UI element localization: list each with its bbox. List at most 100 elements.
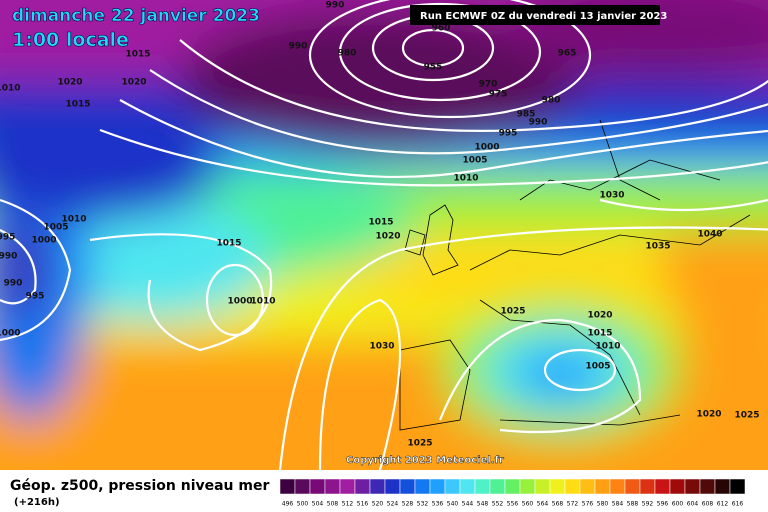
colorbar-swatch — [699, 478, 716, 495]
isobar-label: 1020 — [587, 311, 612, 321]
isobar-label: 1005 — [462, 156, 487, 166]
isobar-label: 995 — [0, 233, 15, 243]
isobar-label: 960 — [432, 24, 451, 34]
colorbar-label: 496 — [282, 501, 294, 508]
colorbar-label: 520 — [372, 501, 384, 508]
isobar-label: 1025 — [500, 307, 525, 317]
colorbar-swatch — [429, 478, 446, 495]
colorbar-swatch — [384, 478, 401, 495]
colorbar-label: 556 — [507, 501, 519, 508]
colorbar-label: 612 — [717, 501, 729, 508]
colorbar-label: 560 — [522, 501, 534, 508]
isobar-label: 1005 — [585, 362, 610, 372]
colorbar-label: 508 — [327, 501, 339, 508]
isobar-label: 1015 — [216, 239, 241, 249]
colorbar-label: 600 — [672, 501, 684, 508]
isobar-label: 995 — [499, 129, 518, 139]
colorbar-swatch — [534, 478, 551, 495]
isobar-label: 1020 — [375, 232, 400, 242]
isobar-label: 1000 — [31, 236, 56, 246]
isobar-label: 1030 — [599, 191, 624, 201]
colorbar-swatch — [714, 478, 731, 495]
colorbar-label: 608 — [702, 501, 714, 508]
colorbar-swatch — [414, 478, 431, 495]
isobar-label: 1025 — [407, 439, 432, 449]
isobar-label: 1040 — [697, 230, 722, 240]
colorbar-label: 548 — [477, 501, 489, 508]
colorbar-label: 568 — [552, 501, 564, 508]
isobar-label: 985 — [517, 110, 536, 120]
colorbar-label: 580 — [597, 501, 609, 508]
colorbar-swatch — [519, 478, 536, 495]
colorbar-swatch — [279, 478, 296, 495]
colorbar-swatch — [624, 478, 641, 495]
isobar-label: 1015 — [125, 50, 150, 60]
isobar-label: 975 — [489, 90, 508, 100]
isobar-label: 1015 — [587, 329, 612, 339]
colorbar-swatch — [294, 478, 311, 495]
isobar-label: 1030 — [369, 342, 394, 352]
lead-time: (+216h) — [14, 497, 60, 508]
isobar-label: 1015 — [65, 100, 90, 110]
colorbar-label: 544 — [462, 501, 474, 508]
copyright: Copyright 2023 Meteociel.fr — [346, 455, 504, 466]
colorbar-label: 504 — [312, 501, 324, 508]
colorbar-swatch — [354, 478, 371, 495]
colorbar-label: 576 — [582, 501, 594, 508]
colorbar-label: 596 — [657, 501, 669, 508]
isobar-label: 1010 — [61, 215, 86, 225]
colorbar-swatch — [594, 478, 611, 495]
colorbar: 496 500 504 508 512 516 520 524 528 532 536 540 544 5… — [279, 478, 746, 508]
isobar-labels: 9909909809609559659709759809859909951000… — [0, 1, 760, 449]
colorbar-label: 516 — [357, 501, 369, 508]
colorbar-swatch — [309, 478, 326, 495]
coastlines — [399, 119, 751, 431]
colorbar-swatch — [504, 478, 521, 495]
map-time: 1:00 locale — [12, 29, 129, 51]
colorbar-swatch — [369, 478, 386, 495]
colorbar-label: 584 — [612, 501, 624, 508]
isobar-label: 1000 — [0, 329, 21, 339]
colorbar-label: 532 — [417, 501, 429, 508]
colorbar-label: 604 — [687, 501, 699, 508]
colorbar-label: 500 — [297, 501, 309, 508]
isobar-label: 990 — [0, 252, 17, 262]
isobar-label: 980 — [542, 96, 561, 106]
isobar-label: 1010 — [250, 297, 275, 307]
isobar-label: 1015 — [368, 218, 393, 228]
isobar-label: 1025 — [734, 411, 759, 421]
colorbar-swatch — [609, 478, 626, 495]
colorbar-swatch — [324, 478, 341, 495]
colorbar-label: 512 — [342, 501, 354, 508]
colorbar-label: 528 — [402, 501, 414, 508]
isobar-label: 1010 — [453, 174, 478, 184]
isobar-label: 1020 — [121, 78, 146, 88]
colorbar-label: 524 — [387, 501, 399, 508]
colorbar-swatch — [654, 478, 671, 495]
isobar-label: 995 — [26, 292, 45, 302]
colorbar-swatch — [729, 478, 746, 495]
isobar-label: 955 — [424, 63, 443, 73]
colorbar-label: 616 — [732, 501, 744, 508]
map-date: dimanche 22 janvier 2023 — [12, 6, 260, 26]
isobar-label: 965 — [558, 49, 577, 59]
isobar-label: 970 — [479, 80, 498, 90]
isobar-label: 1000 — [474, 143, 499, 153]
colorbar-swatch — [564, 478, 581, 495]
footer-title: Géop. z500, pression niveau mer — [10, 478, 269, 494]
isobar-label: 980 — [338, 49, 357, 59]
isobar-label: 1020 — [696, 410, 721, 420]
colorbar-swatch — [684, 478, 701, 495]
isobar-label: 990 — [4, 279, 23, 289]
colorbar-swatch — [399, 478, 416, 495]
isobar-label: 1010 — [595, 342, 620, 352]
colorbar-label: 552 — [492, 501, 504, 508]
colorbar-swatch — [474, 478, 491, 495]
colorbar-label: 572 — [567, 501, 579, 508]
colorbar-label: 564 — [537, 501, 549, 508]
run-info: Run ECMWF 0Z du vendredi 13 janvier 2023 — [420, 11, 667, 22]
colorbar-swatch — [489, 478, 506, 495]
